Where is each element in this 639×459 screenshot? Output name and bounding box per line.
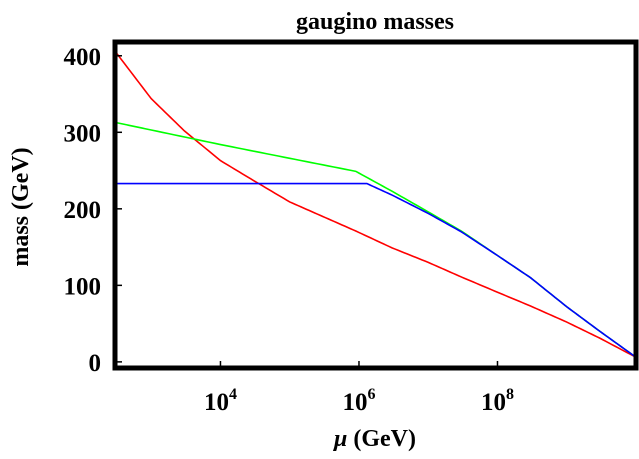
series-line-1 <box>114 50 637 358</box>
series-line-3 <box>115 182 637 358</box>
y-axis-label: mass (GeV) <box>8 147 34 266</box>
x-axis-symbol: μ <box>332 426 347 452</box>
tick-layer: 104 106 108 0 100 200 300 400 <box>64 44 514 416</box>
x-tick-label: 104 <box>204 386 237 416</box>
y-tick-label: 0 <box>89 350 102 377</box>
x-axis-unit: (GeV) <box>347 426 416 452</box>
y-tick-label: 300 <box>64 120 102 147</box>
x-tick-label: 108 <box>481 386 514 416</box>
y-tick-label: 100 <box>64 273 102 300</box>
x-axis-label: μ (GeV) <box>332 426 416 452</box>
series-layer <box>114 50 637 358</box>
plot-frame <box>112 39 639 371</box>
y-tick-label: 400 <box>64 44 102 71</box>
y-tick-label: 200 <box>64 197 102 224</box>
chart-title: gaugino masses <box>296 9 454 35</box>
x-tick-label: 106 <box>342 386 375 416</box>
